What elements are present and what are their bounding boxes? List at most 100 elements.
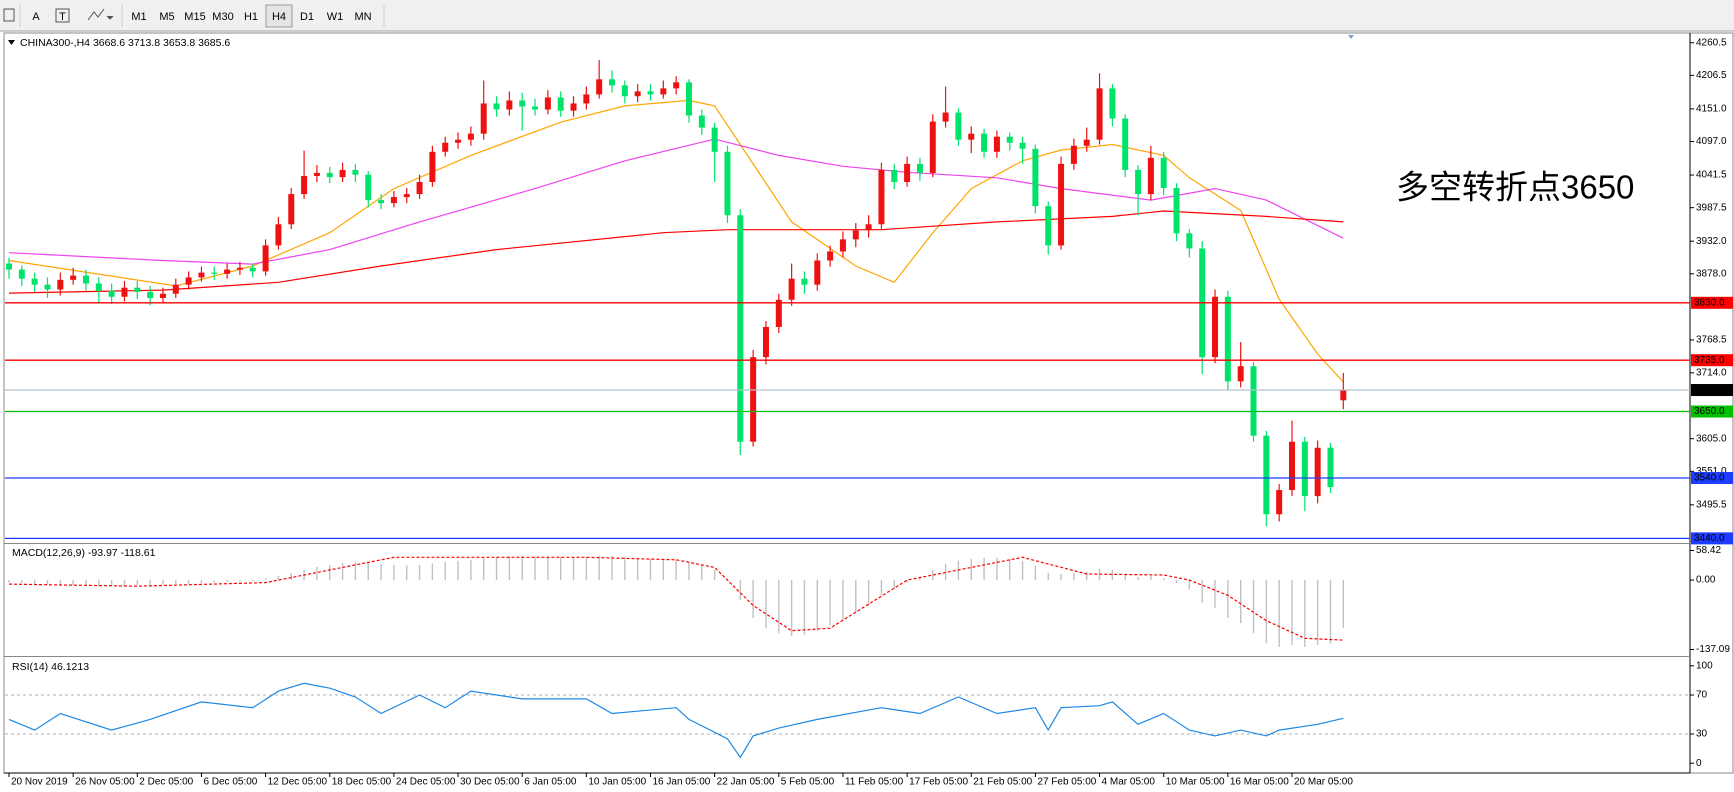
candle-body — [262, 245, 269, 272]
candle-body — [1186, 233, 1193, 249]
candle-body — [82, 275, 89, 284]
level-box — [1691, 384, 1733, 397]
y-tick-label: 3987.5 — [1696, 202, 1727, 213]
candle-body — [95, 283, 102, 291]
y-tick-label: 4041.5 — [1696, 170, 1727, 181]
title-value: 3685.6 — [198, 37, 230, 49]
candle-body — [467, 133, 474, 140]
timeframe-button[interactable]: H1 — [244, 11, 258, 23]
timeframe-button[interactable]: MN — [354, 11, 371, 23]
moving-average — [8, 138, 1344, 265]
title-value: -93.97 — [88, 547, 118, 559]
candle-body — [724, 151, 731, 216]
timeframe-button[interactable]: M5 — [159, 11, 174, 23]
x-tick-label: 6 Dec 05:00 — [203, 777, 257, 788]
candle-body — [1276, 490, 1283, 515]
candle-body — [159, 293, 166, 298]
candle-body — [557, 97, 564, 111]
candle-body — [1147, 157, 1154, 195]
x-tick-label: 26 Nov 05:00 — [75, 777, 135, 788]
x-tick-label: 11 Feb 05:00 — [845, 777, 904, 788]
timeframe-button[interactable]: W1 — [327, 11, 344, 23]
candle-body — [288, 194, 295, 225]
candle-body — [775, 299, 782, 327]
y-tick-label: 70 — [1696, 690, 1708, 701]
candle-body — [416, 181, 423, 195]
y-tick-label: 3551.0 — [1696, 466, 1727, 477]
timeframe-button[interactable]: D1 — [300, 11, 314, 23]
moving-average — [8, 99, 1344, 383]
toolbar-buttons: A T M1 M5 M15 M30 H1 H4 D1 W1 MN — [32, 4, 372, 28]
candle-body — [378, 200, 385, 204]
candle-body — [596, 79, 603, 95]
candle-body — [1289, 441, 1295, 491]
timeframe-button[interactable]: M1 — [131, 11, 146, 23]
x-tick-label: 20 Nov 2019 — [11, 777, 68, 788]
candle-body — [685, 82, 692, 116]
candle-body — [955, 112, 962, 140]
candle-body — [134, 287, 141, 292]
candle-body — [544, 97, 551, 110]
candle-body — [1314, 447, 1321, 497]
level-box — [1691, 354, 1733, 367]
icon — [55, 8, 70, 23]
candle-body — [929, 121, 936, 173]
title-text: RSI(14) — [12, 661, 48, 673]
level-label: 3650.0 — [1694, 406, 1725, 417]
x-tick-label: 16 Jan 05:00 — [653, 777, 711, 788]
candle-body — [172, 284, 179, 294]
y-tick-label: 3495.5 — [1696, 499, 1727, 510]
icon — [87, 8, 105, 21]
candle-body — [275, 224, 282, 246]
candle-body — [1301, 441, 1308, 497]
timeframe-button[interactable]: H4 — [272, 11, 286, 23]
y-tick-label: 3768.5 — [1696, 335, 1727, 346]
candle-body — [647, 91, 654, 95]
candle-body — [1327, 447, 1334, 488]
candle-body — [390, 197, 397, 204]
title-value: -118.61 — [121, 547, 156, 559]
y-tick-label: 58.42 — [1696, 545, 1721, 556]
candle-body — [121, 287, 128, 297]
x-tick-label: 4 Mar 05:00 — [1102, 777, 1156, 788]
candle-body — [609, 79, 616, 86]
tool-button[interactable]: T — [59, 11, 66, 23]
icon — [106, 15, 114, 20]
candle-body — [313, 172, 320, 176]
x-tick-label: 24 Dec 05:00 — [396, 777, 456, 788]
candle-body — [1032, 148, 1039, 207]
candle-body — [660, 88, 667, 95]
y-tick-label: -137.09 — [1696, 644, 1730, 655]
tool-button[interactable]: A — [32, 11, 40, 23]
moving-average — [8, 210, 1344, 294]
y-tick-label: 3605.0 — [1696, 433, 1727, 444]
timeframe-button[interactable]: M15 — [184, 11, 205, 23]
x-tick-label: 27 Feb 05:00 — [1037, 777, 1096, 788]
candle-body — [70, 275, 77, 280]
candle-body — [801, 278, 808, 285]
candle-body — [57, 279, 64, 290]
shift-marker — [1348, 35, 1354, 39]
candle-body — [634, 91, 641, 97]
candle-body — [698, 115, 705, 128]
candle-body — [1173, 188, 1180, 234]
timeframe-button[interactable]: M30 — [212, 11, 233, 23]
candle-body — [211, 272, 218, 274]
candle-body — [1340, 390, 1347, 401]
panel-title: MACD(12,26,9) -93.97 -118.61 — [12, 547, 156, 559]
title-value: 3668.6 — [93, 37, 125, 49]
candle-body — [1250, 366, 1257, 436]
rsi-line — [8, 682, 1344, 759]
candle-body — [827, 251, 834, 261]
candle-body — [839, 239, 846, 252]
candle-body — [981, 133, 988, 152]
candle-body — [249, 267, 256, 272]
candle-body — [532, 106, 539, 110]
x-tick-label: 20 Mar 05:00 — [1294, 777, 1353, 788]
candle-body — [365, 174, 372, 201]
x-tick-label: 12 Dec 05:00 — [268, 777, 328, 788]
x-tick-label: 21 Feb 05:00 — [973, 777, 1032, 788]
toolbar-icons — [3, 5, 385, 27]
